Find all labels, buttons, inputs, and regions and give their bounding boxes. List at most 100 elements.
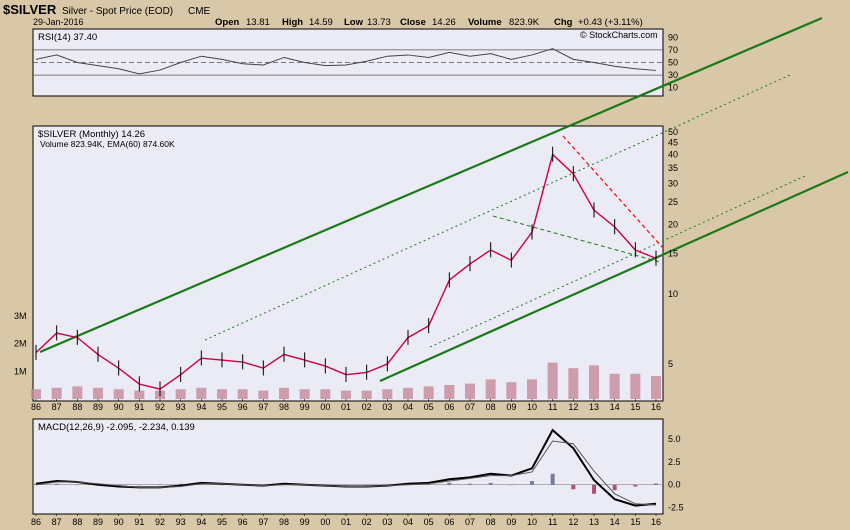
price-panel	[32, 125, 664, 402]
price-tick-label: 10	[668, 289, 678, 299]
price-x-tick-label: 91	[134, 402, 144, 412]
price-x-tick-label: 01	[341, 402, 351, 412]
price-x-tick-label: 95	[217, 402, 227, 412]
price-x-tick-label: 87	[52, 402, 62, 412]
symbol-title: $SILVER	[3, 2, 57, 17]
volume-bar	[568, 368, 579, 399]
volume-bar	[547, 362, 558, 399]
price-tick-label: 40	[668, 149, 678, 159]
volume-bar	[258, 390, 269, 399]
macd-histogram-bar	[178, 483, 183, 485]
rsi-line	[35, 48, 657, 75]
price-x-tick-label: 08	[486, 402, 496, 412]
macd-histogram-bar	[158, 484, 162, 486]
volume-bar	[51, 387, 62, 399]
close-label: Close	[400, 17, 426, 28]
price-x-tick-label: 97	[258, 402, 268, 412]
macd-histogram-bar	[447, 482, 452, 485]
watermark: © StockCharts.com	[580, 30, 658, 40]
price-x-tick-label: 94	[196, 402, 206, 412]
volume-bar	[361, 390, 372, 399]
price-x-tick-label: 03	[382, 402, 392, 412]
macd-x-tick-label: 00	[320, 517, 330, 527]
macd-histogram-bar	[509, 484, 514, 486]
macd-x-tick-label: 93	[176, 517, 186, 527]
price-x-tick-label: 00	[320, 402, 330, 412]
volume-bar	[237, 389, 248, 399]
exchange-label: CME	[188, 6, 211, 17]
price-x-tick-label: 90	[114, 402, 124, 412]
macd-x-tick-label: 03	[382, 517, 392, 527]
price-x-tick-label: 88	[72, 402, 82, 412]
close-value: 14.26	[432, 17, 456, 28]
price-tick-label: 35	[668, 163, 678, 173]
open-label: Open	[215, 17, 239, 28]
volume-label: Volume	[468, 17, 502, 28]
price-subtitle: Volume 823.94K, EMA(60) 874.60K	[40, 139, 175, 149]
price-title: $SILVER (Monthly) 14.26	[38, 129, 145, 140]
macd-x-tick-label: 90	[114, 517, 124, 527]
macd-histogram-bar	[488, 482, 493, 485]
price-tick-label: 20	[668, 219, 678, 229]
macd-histogram-bar	[592, 484, 596, 494]
price-tick-label: 15	[668, 248, 678, 258]
price-x-tick-label: 06	[444, 402, 454, 412]
volume-bar	[299, 389, 310, 399]
price-tick-label: 50	[668, 127, 678, 137]
volume-bar	[589, 365, 599, 399]
macd-histogram-bar	[571, 484, 576, 490]
macd-title: MACD(12,26,9) -2.095, -2.234, 0.139	[38, 422, 195, 433]
macd-histogram-bar	[468, 483, 472, 485]
macd-histogram-bar	[364, 484, 369, 486]
volume-bar	[630, 373, 641, 399]
price-x-tick-label: 98	[279, 402, 289, 412]
low-value: 13.73	[367, 17, 391, 28]
rsi-tick-label: 70	[668, 45, 678, 55]
lower-channel-line	[379, 170, 849, 383]
volume-bar	[444, 385, 455, 399]
volume-value: 823.9K	[509, 17, 540, 28]
macd-x-tick-label: 16	[651, 517, 661, 527]
price-x-tick-label: 93	[176, 402, 186, 412]
volume-bar	[279, 387, 289, 399]
price-x-tick-label: 02	[362, 402, 372, 412]
high-value: 14.59	[309, 17, 333, 28]
date-label: 29-Jan-2016	[33, 17, 84, 27]
volume-bar	[609, 373, 620, 399]
open-value: 13.81	[246, 17, 270, 28]
price-tick-label: 25	[668, 197, 678, 207]
volume-bar	[382, 389, 393, 399]
volume-bar	[72, 386, 83, 399]
macd-x-tick-label: 89	[93, 517, 103, 527]
rsi-layer: RSI(14) 37.40 90 70 50 30 10	[33, 32, 678, 93]
macd-x-tick-label: 92	[155, 517, 165, 527]
rsi-tick-label: 10	[668, 83, 678, 93]
macd-x-tick-label: 86	[31, 517, 41, 527]
volume-bar	[31, 389, 41, 399]
volume-bar	[403, 387, 413, 399]
symbol-description: Silver - Spot Price (EOD)	[62, 6, 173, 17]
macd-x-tick-label: 14	[610, 517, 620, 527]
macd-tick-label: 2.5	[668, 457, 681, 467]
macd-tick-label: 0.0	[668, 480, 681, 490]
macd-signal-line	[35, 440, 657, 506]
macd-histogram-bar	[137, 484, 142, 486]
price-x-tick-label: 99	[300, 402, 310, 412]
volume-bar	[341, 390, 351, 399]
rsi-tick-label: 90	[668, 32, 678, 42]
rsi-title: RSI(14) 37.40	[38, 32, 97, 43]
volume-bar	[506, 382, 517, 399]
chg-label: Chg	[554, 17, 573, 28]
volume-bar	[196, 387, 207, 399]
price-x-tick-label: 12	[568, 402, 578, 412]
volume-bar	[423, 386, 434, 399]
price-tick-label: 30	[668, 178, 678, 188]
macd-tick-label: -2.5	[668, 502, 684, 512]
macd-histogram-bar	[54, 483, 59, 485]
macd-histogram-bar	[220, 484, 224, 486]
macd-x-tick-label: 10	[527, 517, 537, 527]
price-x-tick-label: 09	[506, 402, 516, 412]
macd-layer: MACD(12,26,9) -2.095, -2.234, 0.139 5.0 2.…	[33, 422, 684, 512]
volume-bar	[134, 390, 145, 399]
